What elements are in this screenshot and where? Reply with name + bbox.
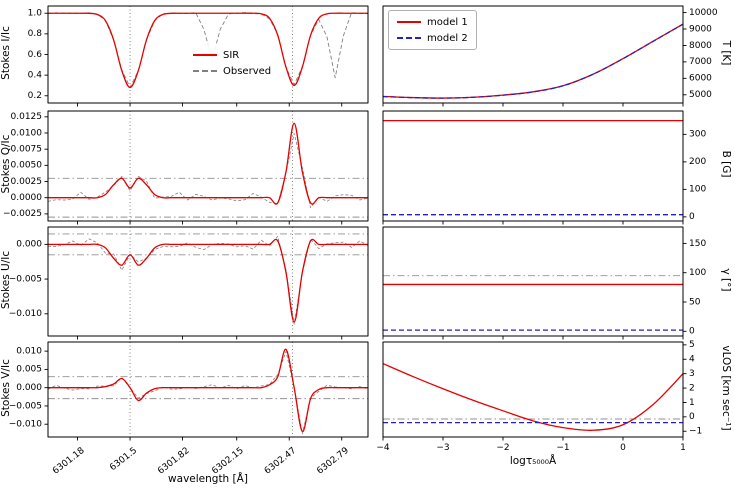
figure: SIR Observed model 1 model 2 Stokes I/Ic… bbox=[0, 0, 735, 489]
plot-canvas bbox=[0, 0, 735, 489]
